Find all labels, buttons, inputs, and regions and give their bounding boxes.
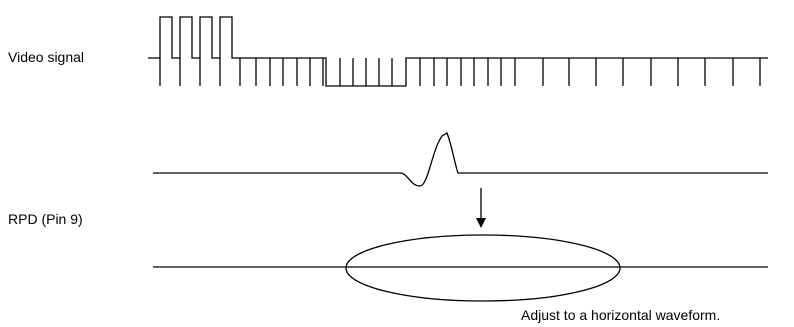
detector-waveform	[153, 132, 768, 187]
highlight-ellipse	[345, 234, 621, 302]
video-signal-pulses	[148, 16, 240, 59]
rpd-label: RPD (Pin 9)	[8, 211, 83, 227]
video-signal-label: Video signal	[8, 49, 84, 65]
video-signal-ticks	[255, 58, 761, 86]
arrow-head	[476, 218, 486, 228]
note-label: Adjust to a horizontal waveform.	[521, 307, 720, 323]
video-signal-baseline	[240, 57, 768, 87]
